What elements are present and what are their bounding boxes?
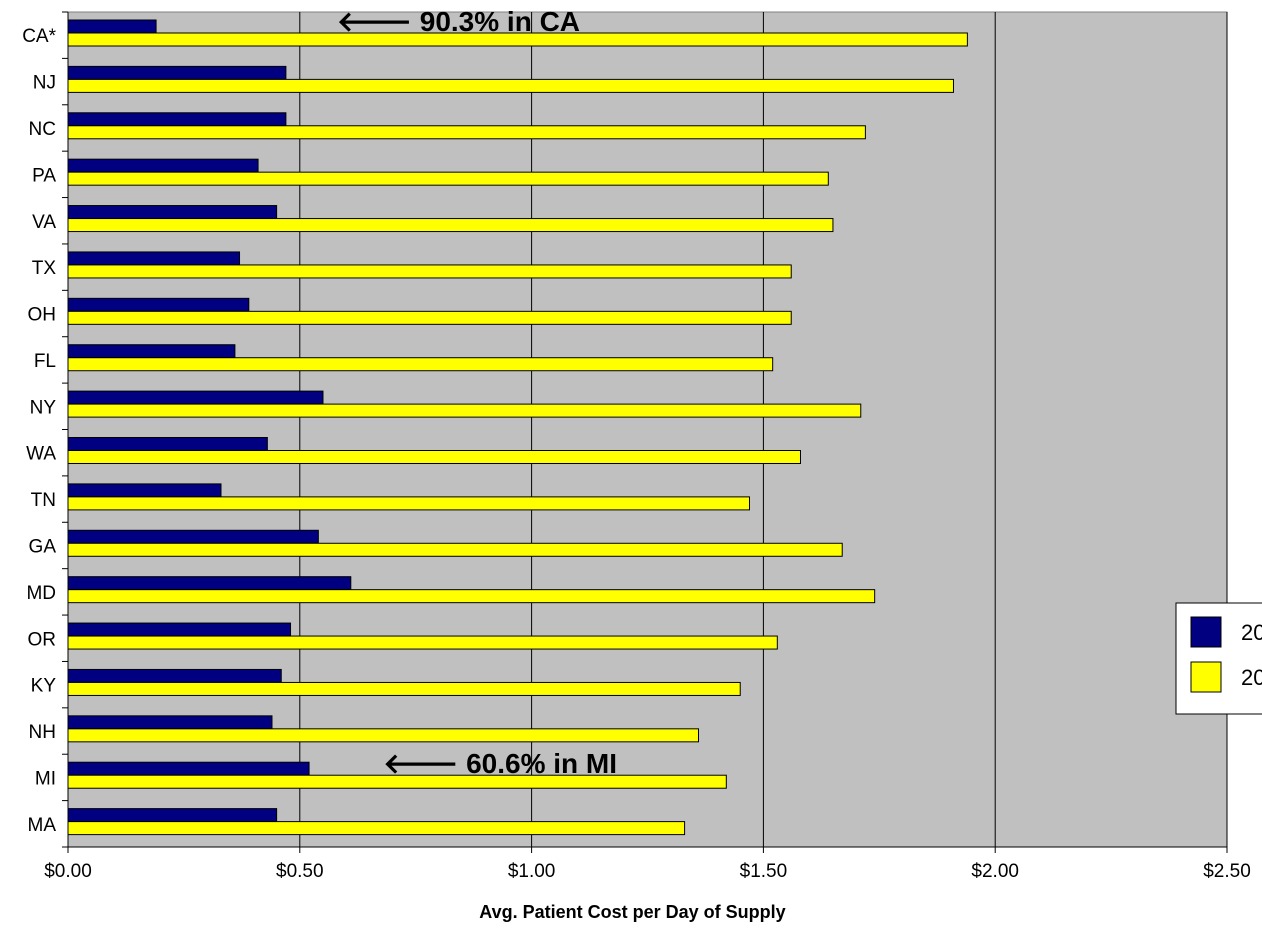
bar-ny-series-1: [67, 403, 862, 418]
category-label-wa: WA: [26, 444, 56, 465]
category-label-fl: FL: [34, 351, 56, 372]
bar-md-series-1: [67, 589, 876, 604]
category-label-va: VA: [32, 212, 56, 233]
bar-fl-series-1: [67, 357, 774, 372]
category-label-tn: TN: [31, 490, 56, 511]
bar-pa-series-1: [67, 171, 829, 186]
bars: [67, 19, 968, 836]
legend-label-1: 20: [1241, 665, 1262, 690]
bar-fl-series-0: [67, 344, 236, 359]
bar-ma-series-1: [67, 821, 686, 836]
category-label-pa: PA: [32, 165, 56, 186]
category-label-ny: NY: [30, 397, 57, 418]
category-label-nc: NC: [29, 119, 56, 140]
category-label-nj: NJ: [33, 73, 56, 94]
bar-nj-series-1: [67, 78, 954, 93]
bar-ny-series-0: [67, 390, 324, 405]
x-tick-label: $1.00: [508, 861, 556, 882]
bar-tn-series-0: [67, 483, 222, 498]
category-label-ma: MA: [28, 815, 57, 836]
bar-nh-series-0: [67, 715, 273, 730]
bar-mi-series-0: [67, 761, 310, 776]
annotation-mi: 🡐 60.6% in MI: [383, 748, 617, 779]
bar-ma-series-0: [67, 808, 278, 823]
bar-pa-series-0: [67, 158, 259, 173]
plot-area: [67, 11, 1228, 848]
bar-ga-series-1: [67, 542, 843, 557]
bar-va-series-1: [67, 218, 834, 233]
y-axis: CA* NJ NC PA VA TX OH FL NY WA TN GA MD OR KY NH MI MA: [22, 11, 69, 848]
category-label-ca: CA*: [22, 26, 56, 47]
category-label-oh: OH: [28, 305, 57, 326]
bar-nj-series-0: [67, 65, 287, 80]
x-axis-title: Avg. Patient Cost per Day of Supply: [479, 902, 785, 922]
category-label-ky: KY: [31, 676, 57, 697]
category-label-nh: NH: [29, 722, 56, 743]
category-label-md: MD: [26, 583, 56, 604]
bar-va-series-0: [67, 205, 278, 220]
x-axis: $0.00 $0.50 $1.00 $1.50 $2.00 $2.50: [44, 846, 1251, 882]
bar-tn-series-1: [67, 496, 750, 511]
legend-label-0: 20: [1241, 620, 1262, 645]
category-label-ga: GA: [29, 536, 57, 557]
x-tick-label: $2.50: [1203, 861, 1251, 882]
category-label-tx: TX: [32, 258, 57, 279]
category-label-or: OR: [28, 629, 57, 650]
bar-oh-series-1: [67, 310, 792, 325]
bar-ca-series-0: [67, 19, 157, 34]
x-tick-label: $0.00: [44, 861, 92, 882]
x-tick-label: $2.00: [971, 861, 1019, 882]
bar-nc-series-0: [67, 112, 287, 127]
legend-swatch-0: [1190, 616, 1222, 648]
category-label-mi: MI: [35, 768, 56, 789]
bar-tx-series-0: [67, 251, 241, 266]
x-tick-label: $1.50: [740, 861, 788, 882]
x-tick-label: $0.50: [276, 861, 324, 882]
annotation-ca: 🡐 90.3% in CA: [337, 6, 580, 37]
bar-wa-series-0: [67, 437, 268, 451]
bar-wa-series-1: [67, 450, 801, 464]
bar-or-series-1: [67, 635, 778, 650]
bar-oh-series-0: [67, 297, 250, 312]
bar-tx-series-1: [67, 264, 792, 279]
bar-ky-series-1: [67, 681, 741, 696]
bar-or-series-0: [67, 622, 292, 637]
bar-nc-series-1: [67, 125, 866, 140]
bar-ga-series-0: [67, 529, 319, 544]
bar-md-series-0: [67, 576, 352, 591]
legend-swatch-1: [1190, 661, 1222, 693]
annotations: 🡐 90.3% in CA 🡐 60.6% in MI: [337, 6, 617, 779]
bar-nh-series-1: [67, 728, 699, 743]
bar-ky-series-0: [67, 668, 282, 683]
